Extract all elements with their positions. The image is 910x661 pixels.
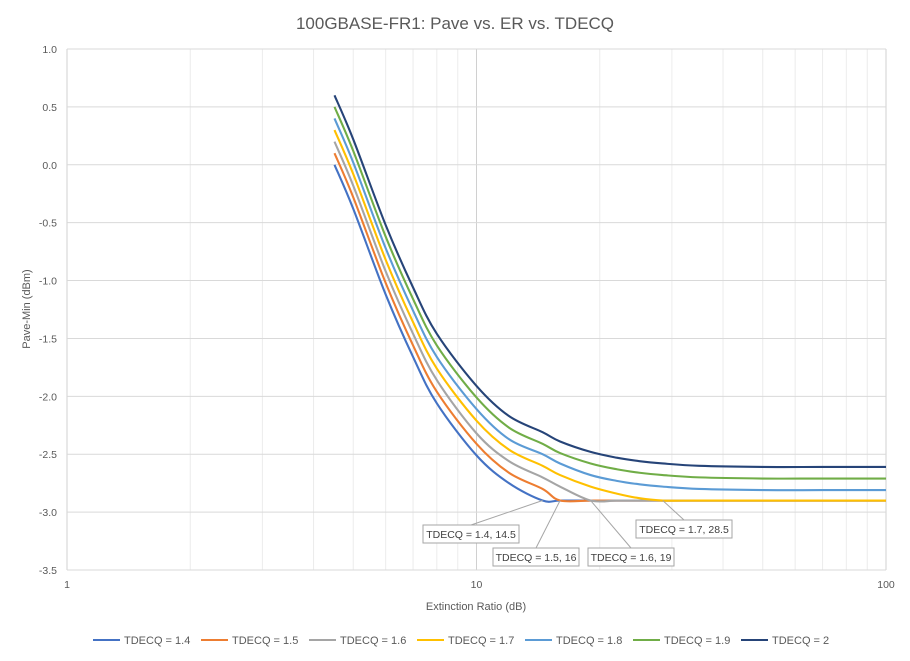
x-tick-label: 10: [471, 579, 483, 591]
legend-label: TDECQ = 1.6: [340, 635, 406, 647]
series-lines: [333, 94, 886, 503]
legend-label: TDECQ = 1.4: [124, 635, 190, 647]
annotation-label: TDECQ = 1.6, 19: [591, 552, 672, 564]
y-tick-label: -2.0: [39, 391, 57, 403]
legend-label: TDECQ = 2: [772, 635, 829, 647]
series-line-6: [333, 106, 886, 480]
x-tick-label: 100: [877, 579, 895, 591]
y-tick-label: -1.0: [39, 276, 57, 288]
annotation-leader: [470, 500, 543, 526]
series-line-4: [333, 129, 886, 502]
series-line-7: [333, 94, 886, 469]
annotation-box: [635, 519, 733, 539]
legend: TDECQ = 1.4 TDECQ = 1.5 TDECQ = 1.6 TDECQ =…: [93, 635, 829, 647]
y-tick-label: 1.0: [42, 44, 57, 56]
x-tick-label: 1: [64, 579, 70, 591]
annotation-label: TDECQ = 1.5, 16: [496, 552, 577, 564]
legend-label: TDECQ = 1.7: [448, 635, 514, 647]
y-tick-label: 0.0: [42, 160, 57, 172]
chart-title: 100GBASE-FR1: Pave vs. ER vs. TDECQ: [296, 14, 614, 33]
x-axis-label: Extinction Ratio (dB): [426, 601, 526, 613]
y-axis-label: Pave-Min (dBm): [21, 269, 33, 348]
y-tick-label: 0.5: [42, 102, 57, 114]
annotations: TDECQ = 1.4, 14.5 TDECQ = 1.5, 16 TDECQ = …: [422, 500, 733, 567]
annotation-label: TDECQ = 1.7, 28.5: [639, 524, 729, 536]
y-tick-label: -2.5: [39, 449, 57, 461]
axes: 1.0 0.5 0.0 -0.5 -1.0 -1.5 -2.0 -2.5 -3.0 -3.5 1 10…: [39, 44, 895, 591]
y-tick-label: -0.5: [39, 218, 57, 230]
legend-label: TDECQ = 1.8: [556, 635, 622, 647]
annotation-label: TDECQ = 1.4, 14.5: [426, 529, 516, 541]
annotation-leader: [662, 500, 685, 521]
y-tick-label: -3.0: [39, 507, 57, 519]
annotation-leader: [590, 500, 632, 549]
legend-label: TDECQ = 1.9: [664, 635, 730, 647]
series-line-2: [333, 152, 886, 503]
annotation-box: [587, 547, 675, 567]
annotation-box: [422, 524, 520, 544]
y-tick-label: -1.5: [39, 333, 57, 345]
y-tick-label: -3.5: [39, 565, 57, 577]
legend-label: TDECQ = 1.5: [232, 635, 298, 647]
grid: [66, 48, 887, 571]
series-line-5: [333, 118, 886, 492]
annotation-box: [492, 547, 580, 567]
annotation-leader: [535, 500, 561, 549]
